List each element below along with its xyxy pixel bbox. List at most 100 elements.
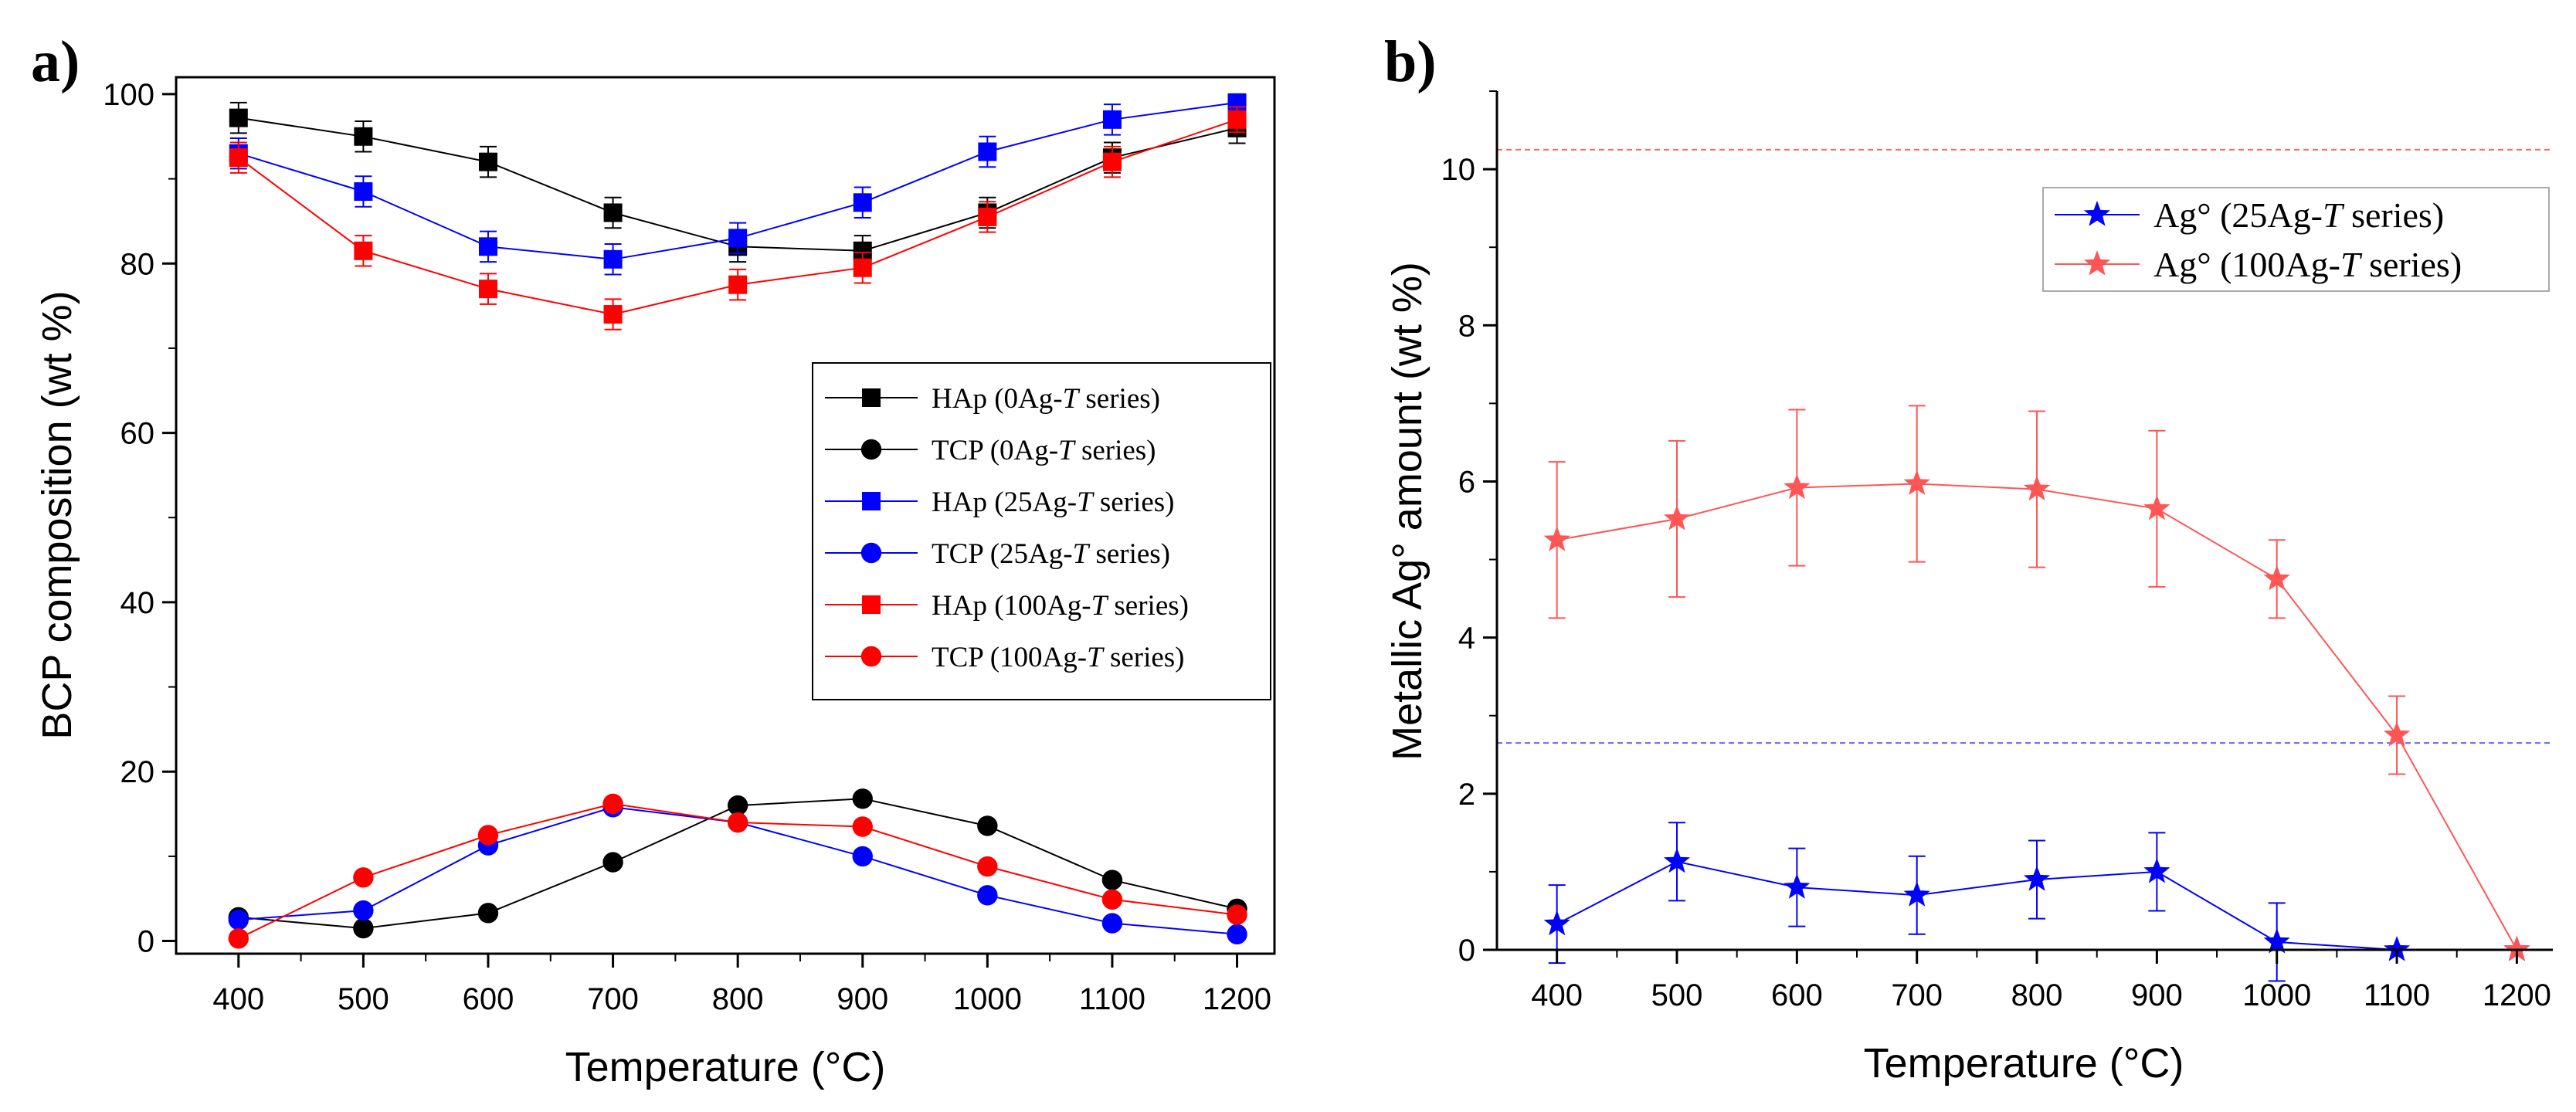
b-data-point bbox=[2383, 721, 2411, 747]
panel-b-label: b) bbox=[1384, 29, 1437, 94]
panel-a-legend: HAp (0Ag-T series) TCP (0Ag-T series) HAp … bbox=[812, 362, 1271, 700]
a-data-point bbox=[1227, 924, 1247, 944]
a-legend-marker bbox=[862, 492, 881, 510]
a-y-tick-label: 0 bbox=[137, 925, 154, 959]
b-y-tick-label: 2 bbox=[1458, 778, 1475, 812]
a-data-point bbox=[354, 182, 373, 202]
a-data-point bbox=[977, 885, 998, 906]
a-x-tick-label: 700 bbox=[587, 982, 639, 1016]
b-y-tick-label: 0 bbox=[1458, 934, 1475, 968]
b-x-tick-label: 900 bbox=[2131, 978, 2183, 1012]
b-data-point bbox=[1543, 910, 1570, 936]
b-y-tick-label: 6 bbox=[1458, 465, 1475, 499]
b-y-tick-label: 8 bbox=[1458, 309, 1475, 343]
b-data-point bbox=[1663, 847, 1691, 873]
b-data-point bbox=[1543, 526, 1570, 551]
b-data-point bbox=[2143, 494, 2170, 520]
a-data-point bbox=[478, 280, 497, 299]
a-data-point bbox=[727, 795, 748, 816]
b-legend-marker bbox=[2083, 250, 2111, 276]
a-data-point bbox=[1227, 110, 1247, 129]
a-x-tick-label: 400 bbox=[212, 982, 264, 1016]
b-data-point bbox=[1784, 473, 1811, 500]
b-data-point bbox=[2263, 564, 2290, 591]
a-data-point bbox=[978, 142, 997, 161]
b-data-point bbox=[2263, 927, 2290, 954]
a-x-tick-label: 800 bbox=[712, 982, 764, 1016]
a-legend-marker bbox=[860, 542, 882, 564]
panel-a-y-axis-title: BCP composition (wt %) bbox=[34, 290, 80, 739]
a-data-point bbox=[477, 825, 499, 846]
panel-a-label: a) bbox=[31, 29, 80, 94]
a-data-point bbox=[852, 846, 873, 867]
b-data-point bbox=[2503, 936, 2530, 961]
a-y-tick-label: 80 bbox=[120, 247, 155, 281]
a-y-tick-label: 100 bbox=[103, 78, 154, 112]
a-data-point bbox=[603, 305, 623, 324]
a-legend-entry: TCP (25Ag-T series) bbox=[932, 538, 1170, 570]
a-data-point bbox=[852, 816, 873, 837]
b-data-point bbox=[1903, 470, 1930, 495]
a-series-4 bbox=[229, 106, 1247, 331]
a-data-point bbox=[477, 903, 499, 924]
a-data-point bbox=[728, 229, 748, 248]
panel-a-plot-frame bbox=[175, 76, 1276, 955]
b-data-point bbox=[1903, 881, 1930, 907]
a-data-point bbox=[977, 856, 998, 877]
a-legend-entry: HAp (100Ag-T series) bbox=[932, 590, 1189, 622]
a-data-point bbox=[478, 152, 497, 171]
a-data-point bbox=[1102, 152, 1122, 171]
a-data-point bbox=[853, 193, 872, 212]
b-x-tick-label: 400 bbox=[1531, 978, 1583, 1012]
a-data-point bbox=[603, 249, 623, 269]
a-data-point bbox=[1101, 889, 1123, 910]
a-data-point bbox=[354, 127, 373, 146]
panel-b-legend: Ag° (25Ag-T series) Ag° (100Ag-T series) bbox=[2042, 187, 2550, 292]
b-x-tick-label: 800 bbox=[2011, 978, 2063, 1012]
a-data-point bbox=[602, 852, 623, 873]
b-series-1 bbox=[1543, 405, 2530, 961]
a-data-point bbox=[229, 148, 248, 168]
a-y-tick-label: 20 bbox=[120, 755, 155, 789]
a-data-point bbox=[228, 928, 249, 949]
b-data-point bbox=[2023, 475, 2051, 501]
b-x-tick-label: 1200 bbox=[2483, 978, 2551, 1012]
panel-a-x-axis-title: Temperature (°C) bbox=[565, 1044, 886, 1090]
a-x-tick-label: 1100 bbox=[1079, 982, 1145, 1016]
a-data-point bbox=[353, 867, 374, 888]
panel-a-chart: a) 400 500 600 700 800 900 1000 1100 1200 0 20 40 60… bbox=[31, 29, 1276, 1090]
a-x-tick-label: 600 bbox=[463, 982, 514, 1016]
b-legend-entry: Ag° (100Ag-T series) bbox=[2153, 245, 2462, 284]
a-legend-entry: HAp (25Ag-T series) bbox=[932, 486, 1174, 518]
panel-a-legend-box bbox=[812, 362, 1271, 700]
b-x-tick-label: 1100 bbox=[2364, 978, 2430, 1012]
b-legend-marker bbox=[2083, 201, 2111, 226]
a-data-point bbox=[602, 793, 623, 815]
a-data-point bbox=[727, 812, 748, 833]
a-data-point bbox=[1101, 913, 1123, 934]
b-y-tick-label: 4 bbox=[1458, 622, 1475, 656]
a-data-point bbox=[1227, 904, 1247, 925]
a-data-point bbox=[229, 108, 248, 127]
a-legend-entry: HAp (0Ag-T series) bbox=[932, 383, 1160, 415]
a-data-point bbox=[978, 207, 997, 226]
a-series-1 bbox=[228, 788, 1247, 939]
a-series-5 bbox=[228, 793, 1247, 949]
a-series-2 bbox=[229, 93, 1247, 276]
a-legend-marker bbox=[862, 388, 881, 407]
a-data-point bbox=[1101, 870, 1123, 890]
a-y-tick-label: 40 bbox=[120, 586, 155, 620]
a-data-point bbox=[353, 900, 374, 921]
a-data-point bbox=[478, 237, 497, 256]
a-data-point bbox=[853, 258, 872, 277]
b-x-tick-label: 500 bbox=[1651, 978, 1703, 1012]
a-legend-marker bbox=[862, 595, 881, 614]
a-data-point bbox=[852, 788, 873, 809]
a-data-point bbox=[1102, 110, 1122, 129]
a-legend-marker bbox=[860, 439, 882, 460]
a-legend-marker bbox=[860, 646, 882, 667]
a-x-tick-label: 500 bbox=[338, 982, 389, 1016]
b-y-tick-label: 10 bbox=[1441, 153, 1476, 187]
a-x-tick-label: 1200 bbox=[1203, 982, 1271, 1016]
a-legend-entry: TCP (0Ag-T series) bbox=[932, 435, 1156, 466]
